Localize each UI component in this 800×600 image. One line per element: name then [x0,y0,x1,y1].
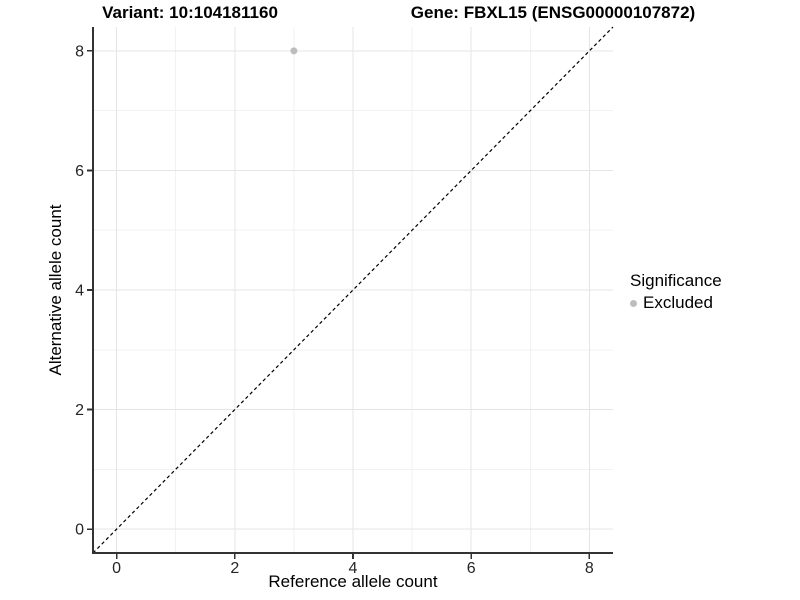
y-tick-label: 0 [75,522,84,539]
y-tick-label: 2 [75,402,84,419]
legend-item-label: Excluded [643,293,713,312]
x-tick-label: 8 [585,560,594,577]
variant-title: Variant: 10:104181160 [102,3,278,22]
x-tick-label: 6 [467,560,476,577]
identity-line [92,26,614,554]
x-tick-label: 2 [230,560,239,577]
gene-title: Gene: FBXL15 (ENSG00000107872) [410,3,696,22]
y-tick-label: 6 [75,163,84,180]
x-axis-title: Reference allele count [268,572,438,591]
x-tick-label: 4 [349,560,358,577]
excluded-marker-icon [630,299,637,307]
legend-item-excluded: Excluded [630,293,722,313]
legend: Significance Excluded [630,270,722,313]
y-axis-title: Alternative allele count [46,204,65,376]
y-tick-label: 8 [75,43,84,60]
x-tick-label: 0 [112,560,121,577]
legend-title: Significance [630,271,722,290]
y-tick-label: 4 [75,283,84,300]
data-point [290,47,298,55]
